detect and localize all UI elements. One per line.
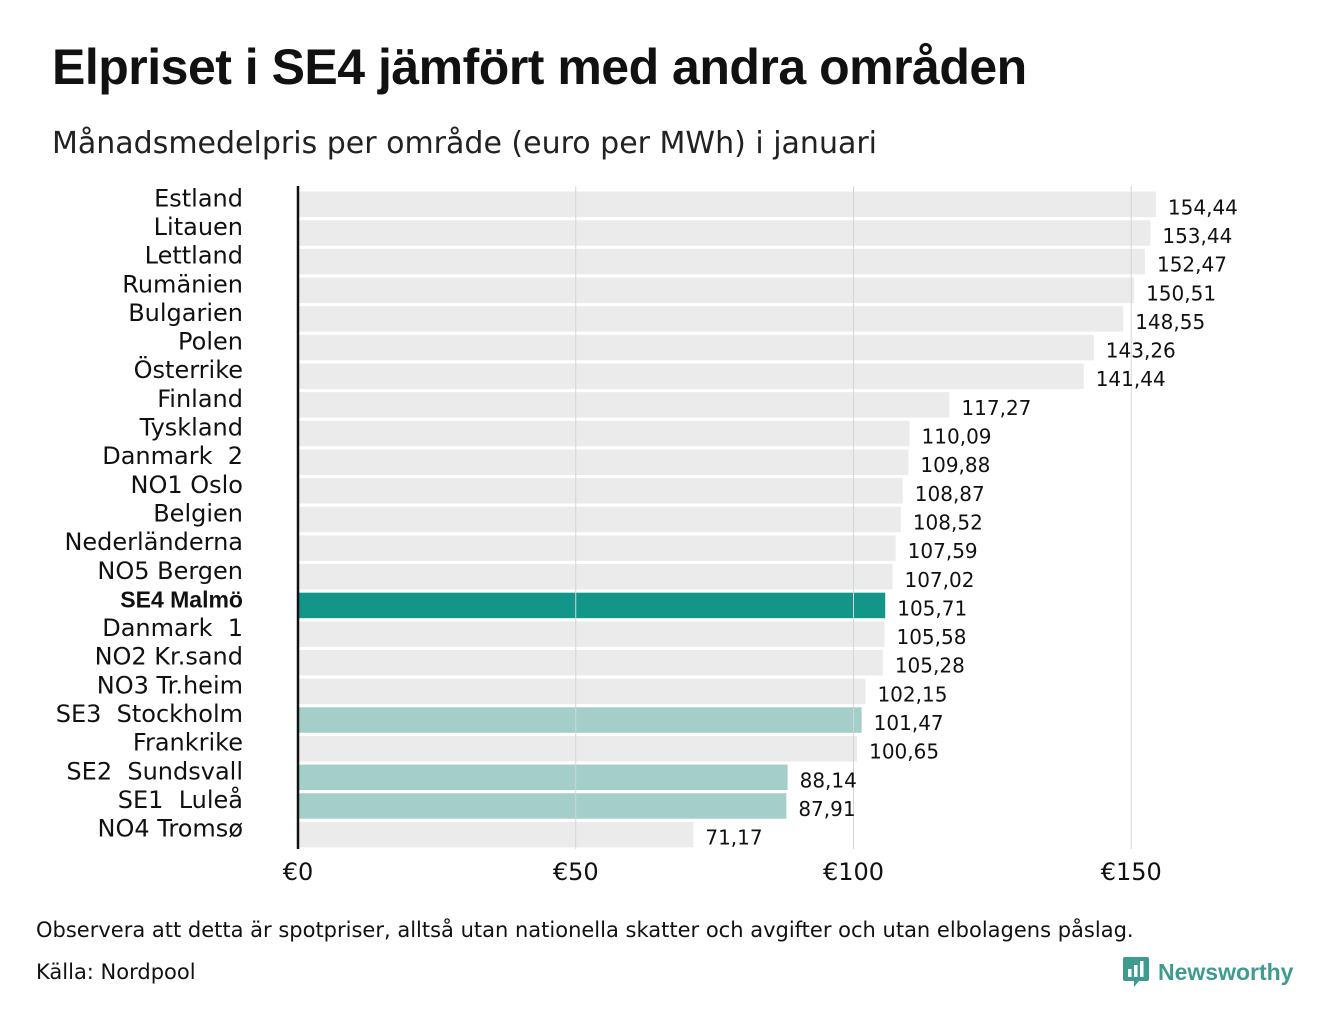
bar-chart: Estland 154,44 Litauen 153,44 Lettland 152,47… [56,184,1238,886]
category-label-18: NO3 Tr.heim [97,671,243,699]
category-label-14: NO5 Bergen [97,557,243,585]
bar-21 [298,764,788,791]
category-label-19: SE3 Stockholm [56,700,243,728]
brand-logo: Newsworthy [1122,955,1293,989]
x-tick-label-3: €100 [823,858,884,886]
value-label-9: 110,09 [922,425,992,449]
category-label-2: Litauen [154,213,243,241]
bar-8 [298,392,950,418]
bar-17 [298,649,883,676]
bar-6 [298,334,1094,361]
bar-14 [298,564,893,590]
x-tick-label-4: €150 [1101,858,1162,886]
category-label-6: Polen [178,328,243,356]
value-label-14: 107,02 [904,568,974,592]
category-label-22: SE1 Luleå [118,785,243,814]
category-label-4: Rumänien [122,270,243,298]
chart-subtitle: Månadsmedelpris per område (euro per MWh… [52,126,878,161]
value-label-7: 141,44 [1096,367,1166,391]
value-label-20: 100,65 [869,740,939,764]
value-label-22: 87,91 [798,797,855,821]
category-label-11: NO1 Oslo [131,471,244,499]
category-label-17: NO2 Kr.sand [95,643,243,671]
bar-7 [298,363,1084,389]
chart-title: Elpriset i SE4 jämfört med andra områden [52,39,1027,95]
value-label-1: 154,44 [1168,195,1238,219]
value-label-17: 105,28 [895,654,965,678]
bar-5 [298,306,1124,332]
category-label-9: Tyskland [139,414,243,442]
category-label-21: SE2 Sundsvall [66,757,243,785]
category-label-5: Bulgarien [128,299,243,327]
category-label-7: Österrike [134,355,243,384]
source-note: Källa: Nordpool [36,960,196,984]
value-label-8: 117,27 [961,396,1031,420]
value-label-6: 143,26 [1106,339,1176,363]
category-label-13: Nederländerna [64,528,243,556]
value-label-2: 153,44 [1162,224,1232,248]
bar-9 [298,420,910,447]
bar-20 [298,735,858,762]
category-label-12: Belgien [153,499,243,527]
bar-13 [298,535,896,561]
bar-1 [298,191,1156,218]
value-label-21: 88,14 [800,768,857,792]
bar-19 [298,707,862,733]
value-label-16: 105,58 [896,625,966,649]
category-label-10: Danmark 2 [102,442,243,470]
bar-4 [298,277,1135,304]
category-label-3: Lettland [145,242,243,270]
bar-10 [298,449,909,475]
bar-12 [298,506,901,533]
category-label-1: Estland [154,184,243,212]
value-label-3: 152,47 [1157,253,1227,277]
value-label-4: 150,51 [1146,281,1216,305]
value-label-12: 108,52 [913,510,983,534]
category-label-15: SE4 Malmö [120,586,243,612]
value-label-15: 105,71 [897,596,967,620]
bar-15 [298,592,886,619]
category-label-20: Frankrike [133,729,243,757]
category-label-23: NO4 Tromsø [98,815,243,843]
x-tick-label-2: €50 [553,858,599,886]
bar-3 [298,248,1145,275]
value-label-19: 101,47 [874,711,944,735]
value-label-11: 108,87 [915,482,985,506]
footnote: Observera att detta är spotpriser, allts… [36,918,1134,942]
category-label-16: Danmark 1 [102,614,243,642]
newsworthy-logo-icon [1123,957,1149,987]
bar-23 [298,821,694,848]
bar-16 [298,621,885,647]
value-label-5: 148,55 [1135,310,1205,334]
bar-2 [298,220,1151,246]
bar-11 [298,478,903,504]
value-label-18: 102,15 [877,682,947,706]
brand-name: Newsworthy [1158,958,1294,985]
bar-18 [298,678,866,705]
value-label-13: 107,59 [908,539,978,563]
value-label-23: 71,17 [705,826,762,850]
category-label-8: Finland [157,385,243,413]
x-tick-label-1: €0 [283,858,314,886]
bar-22 [298,793,787,819]
value-label-10: 109,88 [920,453,990,477]
